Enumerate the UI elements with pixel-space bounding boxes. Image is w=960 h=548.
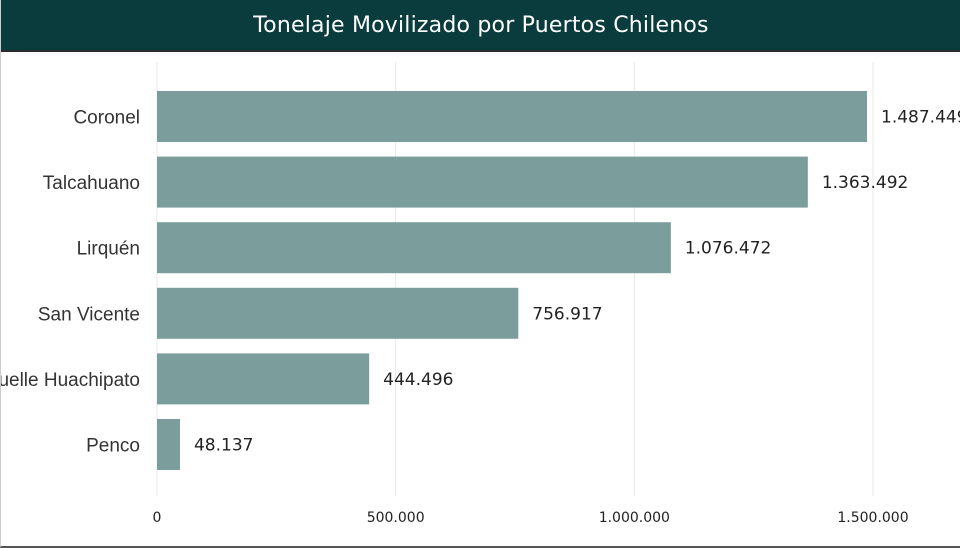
value-label: 1.363.492: [822, 173, 909, 193]
value-label: 1.076.472: [685, 239, 772, 259]
category-label: Lirquén: [77, 239, 140, 260]
x-tick-label: 500.000: [367, 510, 425, 526]
x-tick-label: 1.000.000: [599, 510, 670, 526]
category-label: Muelle Huachipato: [1, 370, 140, 391]
bar: [157, 156, 808, 208]
category-label: San Vicente: [38, 304, 140, 325]
value-label: 756.917: [532, 304, 602, 324]
bar: [157, 419, 180, 470]
category-label: Talcahuano: [43, 173, 140, 194]
bar-chart: 0 500.000 1.000.000 1.500.000 Coronel 1.487.4…: [1, 62, 960, 526]
bar: [157, 222, 671, 274]
bar: [157, 287, 519, 339]
value-label: 1.487.449: [881, 108, 960, 128]
bar: [157, 91, 868, 142]
category-label: Penco: [86, 436, 140, 457]
chart-title-bar: Tonelaje Movilizado por Puertos Chilenos: [1, 0, 960, 52]
x-tick-label: 1.500.000: [837, 510, 908, 526]
bar: [157, 353, 370, 405]
category-label: Coronel: [73, 108, 140, 129]
x-tick-label: 0: [153, 510, 162, 526]
value-label: 48.137: [194, 436, 253, 456]
value-label: 444.496: [383, 370, 453, 390]
chart-title: Tonelaje Movilizado por Puertos Chilenos: [253, 12, 709, 38]
